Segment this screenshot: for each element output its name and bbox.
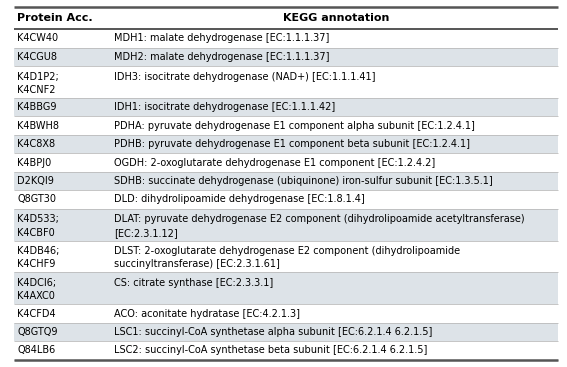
Text: LSC2: succinyl-CoA synthetase beta subunit [EC:6.2.1.4 6.2.1.5]: LSC2: succinyl-CoA synthetase beta subun… xyxy=(114,345,428,355)
Bar xyxy=(14,116,558,135)
Text: ACO: aconitate hydratase [EC:4.2.1.3]: ACO: aconitate hydratase [EC:4.2.1.3] xyxy=(114,309,300,319)
Text: K4C8X8: K4C8X8 xyxy=(17,139,55,149)
Text: K4DCI6;
K4AXC0: K4DCI6; K4AXC0 xyxy=(17,278,56,301)
Text: D2KQI9: D2KQI9 xyxy=(17,176,54,186)
Bar xyxy=(14,66,558,98)
Text: K4CFD4: K4CFD4 xyxy=(17,309,56,319)
Text: PDHB: pyruvate dehydrogenase E1 component beta subunit [EC:1.2.4.1]: PDHB: pyruvate dehydrogenase E1 componen… xyxy=(114,139,470,149)
Bar xyxy=(14,323,558,341)
Text: K4BWH8: K4BWH8 xyxy=(17,121,59,131)
Text: CS: citrate synthase [EC:2.3.3.1]: CS: citrate synthase [EC:2.3.3.1] xyxy=(114,278,273,288)
Text: Q8GTQ9: Q8GTQ9 xyxy=(17,327,57,337)
Bar xyxy=(14,48,558,66)
Bar xyxy=(14,172,558,190)
Bar xyxy=(14,209,558,240)
Bar xyxy=(14,135,558,153)
Bar xyxy=(14,98,558,116)
Text: DLD: dihydrolipoamide dehydrogenase [EC:1.8.1.4]: DLD: dihydrolipoamide dehydrogenase [EC:… xyxy=(114,195,365,204)
Bar xyxy=(14,341,558,360)
Text: K4CGU8: K4CGU8 xyxy=(17,52,57,62)
Text: OGDH: 2-oxoglutarate dehydrogenase E1 component [EC:1.2.4.2]: OGDH: 2-oxoglutarate dehydrogenase E1 co… xyxy=(114,157,435,167)
Text: K4BBG9: K4BBG9 xyxy=(17,102,57,112)
Text: K4D533;
K4CBF0: K4D533; K4CBF0 xyxy=(17,214,59,237)
Bar xyxy=(14,190,558,209)
Text: Q8GT30: Q8GT30 xyxy=(17,195,56,204)
Text: IDH1: isocitrate dehydrogenase [EC:1.1.1.42]: IDH1: isocitrate dehydrogenase [EC:1.1.1… xyxy=(114,102,335,112)
Text: K4DB46;
K4CHF9: K4DB46; K4CHF9 xyxy=(17,246,60,269)
Text: MDH1: malate dehydrogenase [EC:1.1.1.37]: MDH1: malate dehydrogenase [EC:1.1.1.37] xyxy=(114,33,329,43)
Text: K4CW40: K4CW40 xyxy=(17,33,58,43)
Bar xyxy=(14,304,558,323)
Text: DLAT: pyruvate dehydrogenase E2 component (dihydrolipoamide acetyltransferase)
[: DLAT: pyruvate dehydrogenase E2 componen… xyxy=(114,214,524,237)
Text: KEGG annotation: KEGG annotation xyxy=(283,13,390,23)
Text: K4D1P2;
K4CNF2: K4D1P2; K4CNF2 xyxy=(17,72,59,95)
Text: SDHB: succinate dehydrogenase (ubiquinone) iron-sulfur subunit [EC:1.3.5.1]: SDHB: succinate dehydrogenase (ubiquinon… xyxy=(114,176,493,186)
Bar xyxy=(14,153,558,172)
Text: IDH3: isocitrate dehydrogenase (NAD+) [EC:1.1.1.41]: IDH3: isocitrate dehydrogenase (NAD+) [E… xyxy=(114,72,375,82)
Text: DLST: 2-oxoglutarate dehydrogenase E2 component (dihydrolipoamide
succinyltransf: DLST: 2-oxoglutarate dehydrogenase E2 co… xyxy=(114,246,460,269)
Text: LSC1: succinyl-CoA synthetase alpha subunit [EC:6.2.1.4 6.2.1.5]: LSC1: succinyl-CoA synthetase alpha subu… xyxy=(114,327,433,337)
Text: Protein Acc.: Protein Acc. xyxy=(17,13,92,23)
Text: PDHA: pyruvate dehydrogenase E1 component alpha subunit [EC:1.2.4.1]: PDHA: pyruvate dehydrogenase E1 componen… xyxy=(114,121,475,131)
Bar xyxy=(14,29,558,48)
Text: K4BPJ0: K4BPJ0 xyxy=(17,157,51,167)
Bar xyxy=(14,240,558,272)
Text: MDH2: malate dehydrogenase [EC:1.1.1.37]: MDH2: malate dehydrogenase [EC:1.1.1.37] xyxy=(114,52,329,62)
Text: Q84LB6: Q84LB6 xyxy=(17,345,55,355)
Bar xyxy=(14,7,558,29)
Bar xyxy=(14,272,558,304)
